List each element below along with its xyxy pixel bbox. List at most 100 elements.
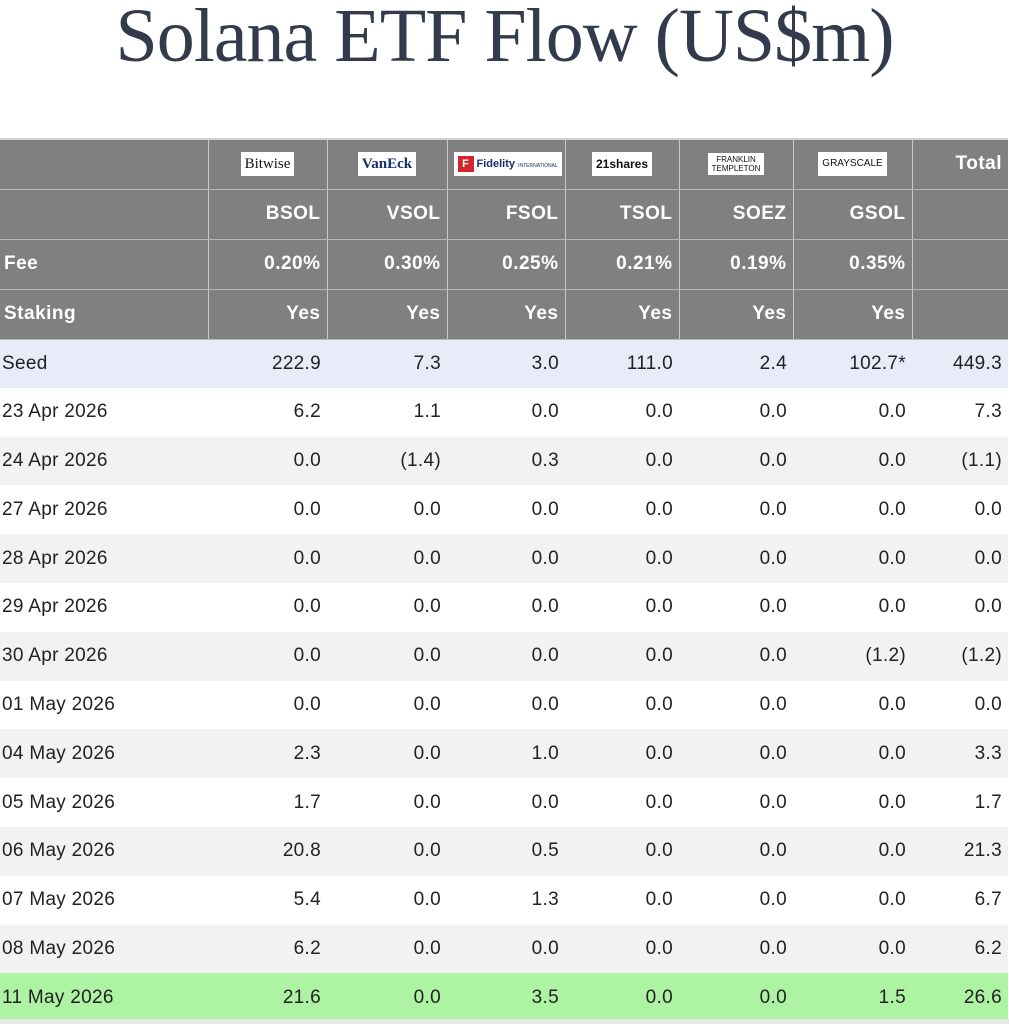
fee-row: Fee 0.20% 0.30% 0.25% 0.21% 0.19% 0.35% xyxy=(0,239,1008,290)
fee-cell: 0.21% xyxy=(565,239,680,290)
staking-cell: Yes xyxy=(327,289,448,340)
flow-value-cell: 0.0 xyxy=(327,631,447,681)
row-date-label: 06 May 2026 xyxy=(0,826,208,876)
staking-cell: Yes xyxy=(565,289,680,340)
flow-value-cell: 21.6 xyxy=(208,973,327,1023)
fee-cell: 0.25% xyxy=(447,239,566,290)
row-total-cell: 0.0 xyxy=(912,485,1008,535)
bottom-strip xyxy=(0,1019,1009,1024)
flow-value-cell: 0.0 xyxy=(793,826,912,876)
staking-cell: Yes xyxy=(447,289,566,340)
flow-value-cell: 2.4 xyxy=(679,339,793,388)
staking-row: Staking Yes Yes Yes Yes Yes Yes xyxy=(0,289,1008,340)
row-total-cell: 0.0 xyxy=(912,680,1008,730)
flow-value-cell: 0.0 xyxy=(327,534,447,583)
flow-value-cell: 0.0 xyxy=(793,534,912,583)
flow-value-cell: 1.1 xyxy=(327,387,447,437)
flow-value-cell: 0.0 xyxy=(793,436,912,486)
flow-value-cell: 6.2 xyxy=(208,387,327,437)
ticker-cell: BSOL xyxy=(208,189,328,240)
row-total-cell: 6.7 xyxy=(912,875,1008,925)
corner-cell xyxy=(0,138,209,190)
flow-value-cell: 2.3 xyxy=(208,729,327,779)
table-row: 04 May 2026 2.3 0.0 1.0 0.0 0.0 0.0 3.3 xyxy=(0,729,1008,779)
flow-value-cell: 0.0 xyxy=(565,924,679,974)
row-total-cell: 7.3 xyxy=(912,387,1008,437)
row-date-label: 24 Apr 2026 xyxy=(0,436,208,486)
flow-value-cell: 0.0 xyxy=(327,924,447,974)
flow-value-cell: 0.0 xyxy=(679,582,793,632)
row-total-cell: 26.6 xyxy=(912,973,1008,1023)
flow-value-cell: 0.0 xyxy=(565,534,679,583)
flow-value-cell: 6.2 xyxy=(208,924,327,974)
flow-value-cell: 0.0 xyxy=(447,631,565,681)
row-total-cell: 3.3 xyxy=(912,729,1008,779)
table-row: 01 May 2026 0.0 0.0 0.0 0.0 0.0 0.0 0.0 xyxy=(0,680,1008,730)
row-date-label: 04 May 2026 xyxy=(0,729,208,779)
flow-value-cell: 3.0 xyxy=(447,339,565,388)
flow-value-cell: 0.0 xyxy=(327,485,447,535)
templeton-logo-text: TEMPLETON xyxy=(711,164,761,174)
flow-value-cell: 0.3 xyxy=(447,436,565,486)
flow-value-cell: 0.0 xyxy=(565,973,679,1023)
table-row: 24 Apr 2026 0.0 (1.4) 0.3 0.0 0.0 0.0 (1.1) xyxy=(0,436,1008,486)
row-date-label: 27 Apr 2026 xyxy=(0,485,208,535)
flow-value-cell: 0.0 xyxy=(447,387,565,437)
flow-value-cell: 3.5 xyxy=(447,973,565,1023)
flow-value-cell: 0.0 xyxy=(208,436,327,486)
flow-value-cell: 0.0 xyxy=(679,973,793,1023)
flow-value-cell: 0.0 xyxy=(565,729,679,779)
flow-value-cell: 0.0 xyxy=(565,826,679,876)
staking-cell: Yes xyxy=(793,289,913,340)
table-row: 06 May 2026 20.8 0.0 0.5 0.0 0.0 0.0 21.3 xyxy=(0,826,1008,876)
flow-value-cell: 0.0 xyxy=(447,485,565,535)
fee-cell: 0.20% xyxy=(208,239,328,290)
staking-cell: Yes xyxy=(208,289,328,340)
flow-value-cell: 0.0 xyxy=(793,387,912,437)
flow-value-cell: 0.0 xyxy=(793,875,912,925)
row-date-label: 11 May 2026 xyxy=(0,973,208,1023)
ticker-row-total-cell xyxy=(912,189,1008,240)
flow-value-cell: 0.0 xyxy=(565,387,679,437)
row-date-label: 28 Apr 2026 xyxy=(0,534,208,583)
staking-row-label: Staking xyxy=(0,289,209,340)
flow-value-cell: 0.0 xyxy=(793,582,912,632)
table-row: Seed 222.9 7.3 3.0 111.0 2.4 102.7* 449.3 xyxy=(0,339,1008,388)
flow-value-cell: 0.0 xyxy=(679,387,793,437)
row-date-label: 01 May 2026 xyxy=(0,680,208,730)
flow-value-cell: 0.0 xyxy=(679,729,793,779)
flow-value-cell: 0.0 xyxy=(327,582,447,632)
flow-value-cell: 0.0 xyxy=(679,631,793,681)
franklin-templeton-logo: FRANKLIN TEMPLETON xyxy=(707,153,765,176)
flow-value-cell: 1.3 xyxy=(447,875,565,925)
flow-value-cell: 0.0 xyxy=(447,924,565,974)
flow-value-cell: 0.0 xyxy=(793,485,912,535)
table-row: 27 Apr 2026 0.0 0.0 0.0 0.0 0.0 0.0 0.0 xyxy=(0,485,1008,535)
flow-value-cell: 0.0 xyxy=(793,729,912,779)
vaneck-logo: VanEck xyxy=(357,152,417,177)
flow-value-cell: 0.0 xyxy=(208,485,327,535)
flow-value-cell: 0.0 xyxy=(208,582,327,632)
table-row: 05 May 2026 1.7 0.0 0.0 0.0 0.0 0.0 1.7 xyxy=(0,778,1008,827)
flow-value-cell: 0.0 xyxy=(679,924,793,974)
flow-value-cell: 1.5 xyxy=(793,973,912,1023)
row-total-cell: 449.3 xyxy=(912,339,1008,388)
flow-value-cell: 0.0 xyxy=(208,631,327,681)
fidelity-logo-sub: INTERNATIONAL xyxy=(518,163,558,170)
table-row: 23 Apr 2026 6.2 1.1 0.0 0.0 0.0 0.0 7.3 xyxy=(0,387,1008,437)
table-row: 28 Apr 2026 0.0 0.0 0.0 0.0 0.0 0.0 0.0 xyxy=(0,534,1008,583)
flow-value-cell: 0.0 xyxy=(327,826,447,876)
fee-cell: 0.19% xyxy=(679,239,794,290)
logo-cell-grayscale: GRAYSCALE xyxy=(793,138,913,190)
logo-cell-21shares: 21shares xyxy=(565,138,680,190)
fidelity-logo: F Fidelity INTERNATIONAL xyxy=(453,152,562,177)
row-date-label: 29 Apr 2026 xyxy=(0,582,208,632)
ticker-cell: GSOL xyxy=(793,189,913,240)
row-total-cell: 0.0 xyxy=(912,582,1008,632)
flow-value-cell: 111.0 xyxy=(565,339,679,388)
fee-row-label: Fee xyxy=(0,239,209,290)
flow-value-cell: 0.0 xyxy=(327,729,447,779)
flow-value-cell: 0.0 xyxy=(565,436,679,486)
flow-value-cell: 222.9 xyxy=(208,339,327,388)
table-row: 08 May 2026 6.2 0.0 0.0 0.0 0.0 0.0 6.2 xyxy=(0,924,1008,974)
